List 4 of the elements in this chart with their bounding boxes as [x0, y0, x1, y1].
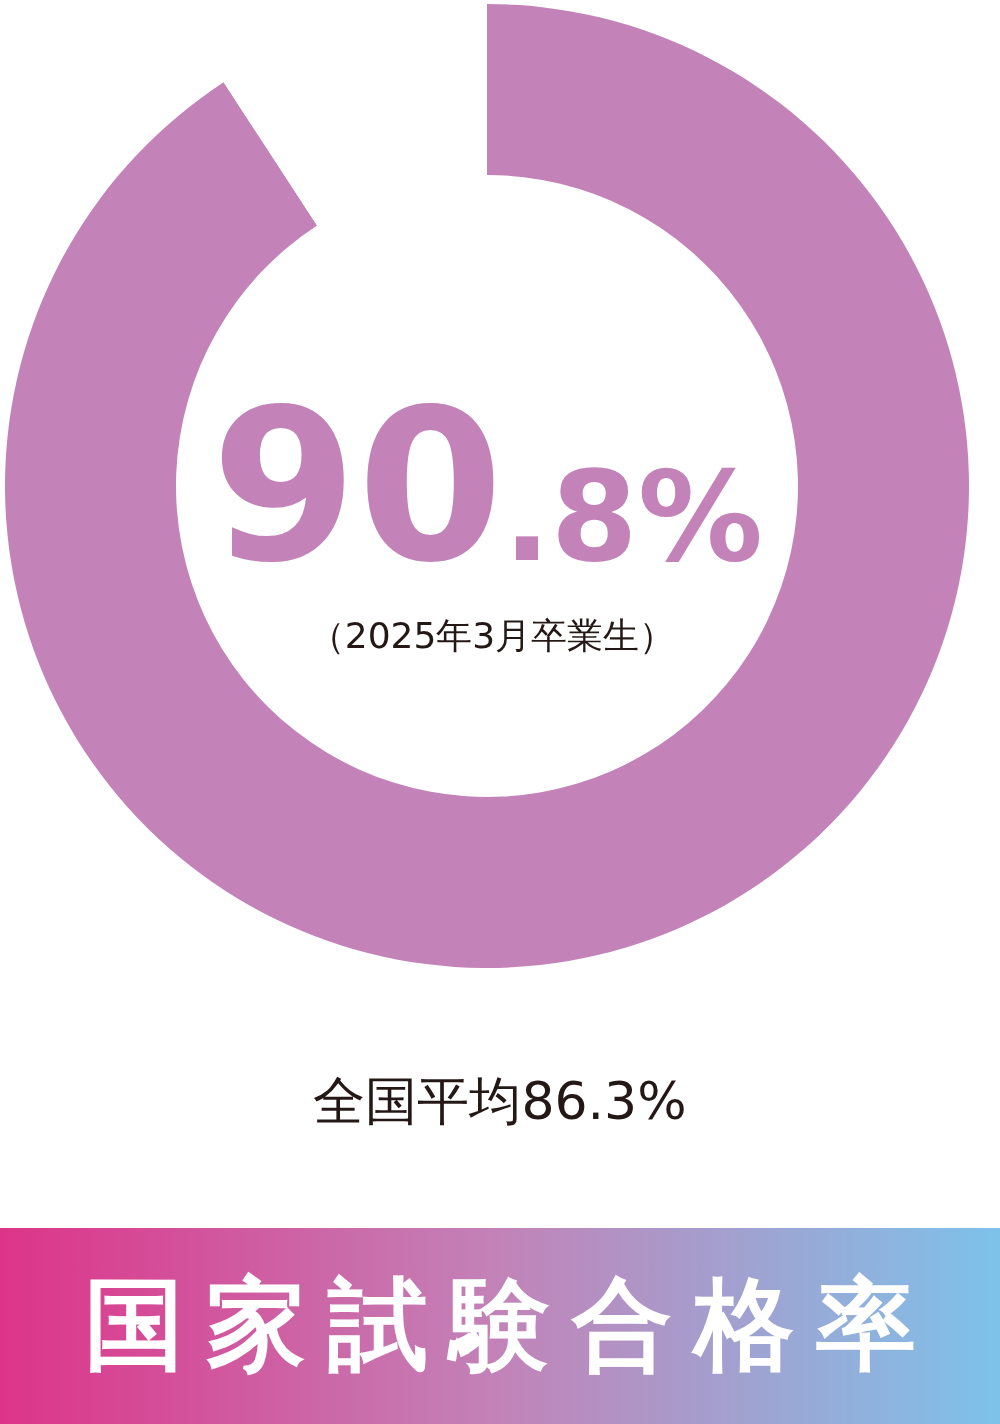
text: 全国平均86.3% [313, 1071, 687, 1131]
banner: 国家試験合格率 [0, 1228, 1000, 1424]
data-label: 90.8% [211, 363, 763, 609]
text: （2025年3月卒業生） [308, 614, 676, 656]
